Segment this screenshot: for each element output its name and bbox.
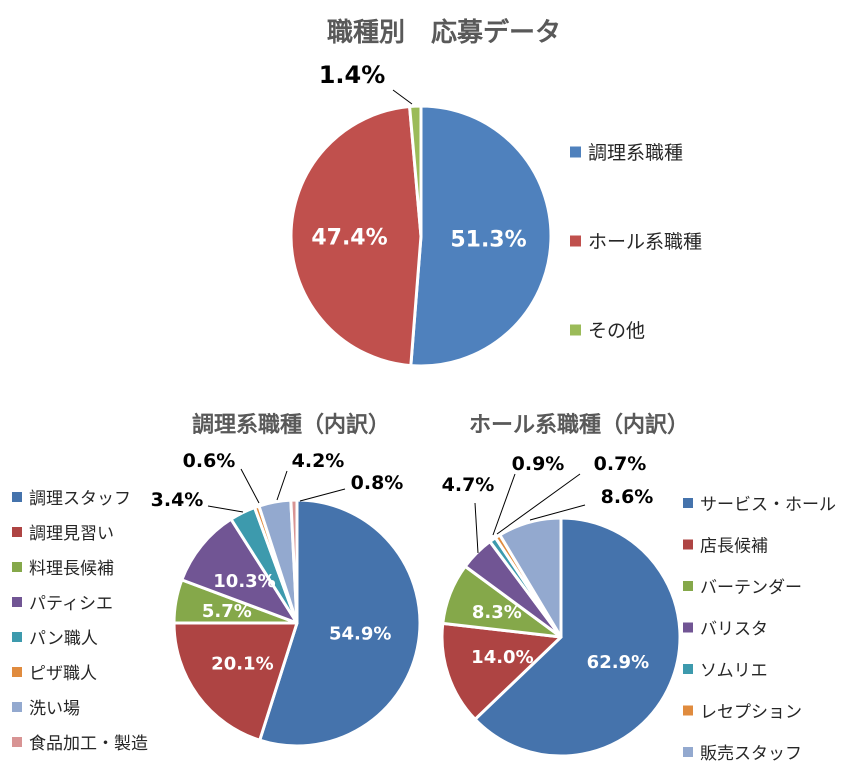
- legend-swatch-1-7: [12, 737, 22, 747]
- pie-slice-0-0: [409, 104, 553, 368]
- data-label-2-2: 8.3%: [472, 602, 522, 623]
- leader-line-1-4: [207, 505, 244, 513]
- chart-title-main: 職種別 応募データ: [327, 17, 561, 48]
- data-label-1-0: 54.9%: [329, 623, 391, 644]
- data-label-0-1: 47.4%: [311, 225, 387, 250]
- pie-slice-1-3: [180, 517, 299, 625]
- legend-label-1-4: パン職人: [29, 629, 98, 649]
- legend-swatch-2-3: [683, 622, 693, 633]
- leader-line-0-2: [392, 89, 413, 105]
- legend-swatch-2-6: [683, 747, 693, 757]
- pie-slice-2-6: [498, 516, 563, 639]
- legend-swatch-1-4: [12, 632, 22, 642]
- data-label-2-5: 0.7%: [594, 453, 647, 475]
- legend-label-1-0: 調理スタッフ: [29, 489, 131, 509]
- data-label-1-4: 3.4%: [151, 489, 204, 511]
- leader-line-2-6: [529, 504, 586, 521]
- legend-label-1-2: 料理長候補: [29, 559, 114, 579]
- legend-swatch-2-1: [683, 539, 693, 550]
- legend-label-2-4: ソムリエ: [700, 661, 768, 681]
- legend-swatch-1-5: [12, 667, 22, 677]
- legend-label-1-1: 調理見習い: [29, 524, 114, 544]
- legend-swatch-0-1: [570, 235, 581, 247]
- legend-label-1-6: 洗い場: [29, 699, 80, 719]
- pie-slice-1-0: [258, 498, 422, 748]
- legend-swatch-1-3: [12, 597, 22, 607]
- legend-swatch-1-0: [12, 492, 22, 502]
- pie-slice-0-1: [289, 105, 423, 368]
- data-label-1-1: 20.1%: [211, 653, 273, 674]
- data-label-2-0: 62.9%: [587, 652, 649, 673]
- data-label-2-4: 0.9%: [512, 453, 565, 475]
- data-label-0-0: 51.3%: [450, 228, 526, 253]
- legend-swatch-1-1: [12, 527, 22, 537]
- leader-line-2-3: [474, 502, 479, 554]
- leader-line-1-7: [299, 488, 346, 502]
- chart-title-kitchen: 調理系職種（内訳）: [192, 412, 390, 438]
- legend-label-2-5: レセプション: [700, 703, 802, 723]
- legend-swatch-1-6: [12, 702, 22, 712]
- legend-label-2-3: バリスタ: [700, 620, 768, 640]
- leader-line-2-5: [496, 473, 581, 535]
- pie-slice-1-1: [172, 621, 299, 742]
- legend-label-2-1: 店長候補: [700, 537, 768, 557]
- pie-main: [289, 104, 553, 368]
- leader-line-2-4: [492, 473, 516, 536]
- legend-swatch-2-4: [683, 664, 693, 674]
- legend-label-1-5: ピザ職人: [29, 664, 97, 684]
- leader-line-1-6: [276, 470, 288, 501]
- legend-label-1-7: 食品加工・製造: [29, 734, 148, 754]
- data-label-0-2: 1.4%: [319, 61, 386, 89]
- data-label-1-2: 5.7%: [202, 601, 252, 622]
- data-label-1-6: 4.2%: [292, 450, 345, 472]
- data-label-2-3: 4.7%: [442, 474, 495, 496]
- legend-label-0-0: 調理系職種: [588, 142, 683, 164]
- legend-label-2-2: バーテンダー: [700, 578, 802, 598]
- legend-swatch-1-2: [12, 562, 22, 572]
- legend-swatch-2-0: [683, 498, 693, 508]
- pie-slice-0-2: [408, 104, 423, 238]
- leader-line-1-5: [240, 468, 260, 504]
- legend-label-1-3: パティシエ: [29, 594, 113, 614]
- chart-title-hall: ホール系職種（内訳）: [469, 412, 689, 438]
- legend-label-2-6: 販売スタッフ: [700, 744, 802, 764]
- legend-swatch-0-2: [570, 324, 581, 336]
- data-label-1-5: 0.6%: [183, 450, 236, 472]
- legends: 調理系職種ホール系職種その他調理スタッフ調理見習い料理長候補パティシエパン職人ピ…: [12, 142, 836, 764]
- legend-swatch-2-5: [683, 705, 693, 716]
- pie-kitchen: [172, 498, 422, 748]
- pie-slice-1-7: [289, 498, 299, 625]
- data-label-1-7: 0.8%: [351, 472, 404, 494]
- data-label-2-6: 8.6%: [601, 486, 654, 508]
- legend-swatch-2-2: [683, 581, 693, 591]
- pie-slice-2-0: [473, 516, 682, 758]
- pie-slice-2-1: [440, 621, 563, 721]
- data-label-1-3: 10.3%: [213, 571, 275, 592]
- data-label-2-1: 14.0%: [471, 647, 533, 668]
- legend-swatch-0-0: [570, 146, 581, 158]
- legend-label-0-2: その他: [588, 320, 645, 342]
- legend-label-0-1: ホール系職種: [588, 231, 702, 253]
- pie-hall: [440, 516, 682, 758]
- data-labels: 51.3% 47.4% 1.4% 54.9% 20.1% 5.7% 10.3% 3.4% 0.6…: [151, 61, 654, 674]
- legend-label-2-0: サービス・ホール: [700, 495, 836, 515]
